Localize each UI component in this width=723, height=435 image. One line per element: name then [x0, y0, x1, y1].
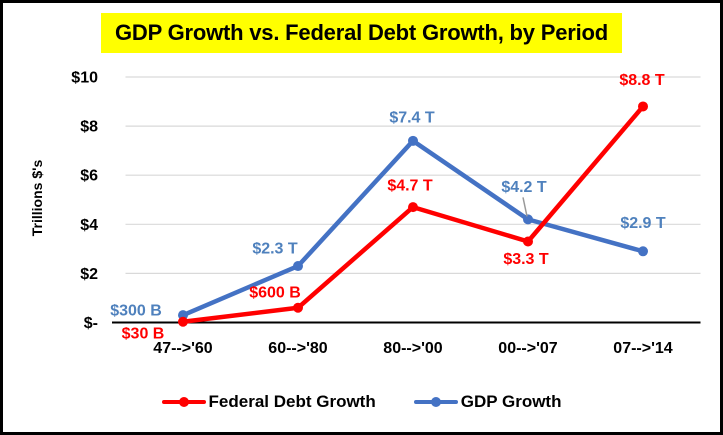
data-point-label: $30 B [122, 325, 165, 342]
data-point-label: $2.3 T [252, 241, 298, 258]
data-point-label: $4.7 T [387, 178, 433, 195]
data-point-marker [523, 236, 533, 247]
data-point-label: $8.8 T [619, 72, 665, 89]
data-point-label: $7.4 T [389, 109, 435, 126]
data-point-marker [523, 214, 533, 225]
data-point-label: $300 B [110, 303, 162, 320]
y-axis-title: Trillions $'s [29, 159, 45, 237]
title-row: GDP Growth vs. Federal Debt Growth, by P… [0, 13, 723, 53]
data-point-marker [408, 135, 418, 146]
data-point-label: $600 B [249, 284, 301, 301]
legend-label-federal-debt-growth: Federal Debt Growth [208, 392, 376, 411]
legend-line-marker-icon [413, 396, 458, 408]
data-point-marker [638, 246, 648, 257]
y-tick-label: $10 [71, 70, 98, 87]
data-point-label: $3.3 T [503, 251, 549, 268]
y-tick-label: $2 [80, 266, 98, 283]
x-tick-label: 00-->'07 [498, 340, 558, 357]
y-tick-label: $4 [80, 217, 98, 234]
chart-title: GDP Growth vs. Federal Debt Growth, by P… [100, 13, 622, 53]
legend-line-marker-icon [161, 396, 206, 408]
data-point-marker [293, 261, 303, 272]
data-point-label: $4.2 T [501, 179, 547, 196]
legend-item-gdp-growth: GDP Growth [413, 392, 562, 412]
label-leader-line [522, 197, 528, 217]
data-point-marker [638, 101, 648, 112]
x-tick-label: 07-->'14 [613, 340, 673, 357]
data-point-marker [178, 316, 188, 327]
data-point-marker [293, 302, 303, 313]
data-point-label: $2.9 T [620, 215, 666, 232]
x-tick-label: 60-->'80 [268, 340, 328, 357]
legend-label-gdp-growth: GDP Growth [460, 392, 562, 411]
legend-item-federal-debt-growth: Federal Debt Growth [161, 392, 376, 412]
y-tick-label: $- [84, 315, 98, 332]
x-tick-label: 80-->'00 [383, 340, 443, 357]
legend: Federal Debt Growth GDP Growth [0, 390, 723, 414]
y-tick-label: $8 [80, 119, 98, 136]
y-tick-label: $6 [80, 168, 98, 185]
x-tick-label: 47-->'60 [153, 340, 213, 357]
data-point-marker [408, 202, 418, 213]
